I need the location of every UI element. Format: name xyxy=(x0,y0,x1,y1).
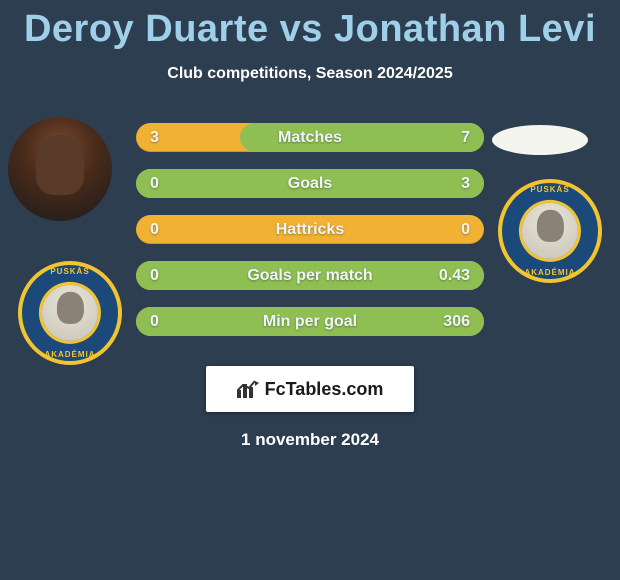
player-left-avatar xyxy=(8,117,112,221)
stat-bar: 0 Goals 3 xyxy=(136,169,484,198)
stat-label: Hattricks xyxy=(276,221,344,239)
badge-text-bottom: AKADÉMIA xyxy=(44,350,95,359)
badge-text-top: PUSKÁS xyxy=(50,267,89,276)
stat-right-value: 306 xyxy=(443,313,470,331)
stat-label: Matches xyxy=(278,129,342,147)
stat-bar: 0 Goals per match 0.43 xyxy=(136,261,484,290)
stat-label: Goals xyxy=(288,175,332,193)
brand-badge: FcTables.com xyxy=(206,366,414,412)
player-right-club-badge: PUSKÁS AKADÉMIA xyxy=(498,179,602,283)
player-right-avatar xyxy=(492,125,588,155)
stat-label: Goals per match xyxy=(247,267,372,285)
stat-left-value: 3 xyxy=(150,129,159,147)
stat-right-value: 0.43 xyxy=(439,267,470,285)
stat-right-value: 7 xyxy=(461,129,470,147)
stat-fill-right xyxy=(240,123,484,152)
stat-bars: 3 Matches 7 0 Goals 3 0 Hattricks 0 0 Go… xyxy=(136,123,484,336)
player-left-club-badge: PUSKÁS AKADÉMIA xyxy=(18,261,122,365)
stat-bar: 0 Hattricks 0 xyxy=(136,215,484,244)
subtitle: Club competitions, Season 2024/2025 xyxy=(0,65,620,83)
date-label: 1 november 2024 xyxy=(0,430,620,450)
chart-icon xyxy=(237,380,259,398)
stat-left-value: 0 xyxy=(150,313,159,331)
stat-label: Min per goal xyxy=(263,313,357,331)
brand-text: FcTables.com xyxy=(265,379,384,400)
stat-left-value: 0 xyxy=(150,221,159,239)
page-title: Deroy Duarte vs Jonathan Levi xyxy=(0,0,620,51)
stat-right-value: 3 xyxy=(461,175,470,193)
stat-left-value: 0 xyxy=(150,267,159,285)
comparison-panel: PUSKÁS AKADÉMIA PUSKÁS AKADÉMIA 3 Matche… xyxy=(0,123,620,450)
stat-right-value: 0 xyxy=(461,221,470,239)
stat-left-value: 0 xyxy=(150,175,159,193)
stat-bar: 0 Min per goal 306 xyxy=(136,307,484,336)
stat-bar: 3 Matches 7 xyxy=(136,123,484,152)
badge-text-top: PUSKÁS xyxy=(530,185,569,194)
badge-text-bottom: AKADÉMIA xyxy=(524,268,575,277)
